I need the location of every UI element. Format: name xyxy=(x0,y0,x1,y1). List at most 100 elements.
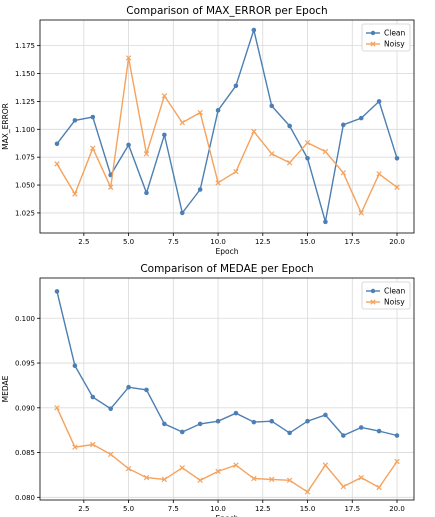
x-axis-label: Epoch xyxy=(216,247,239,256)
series-noisy xyxy=(54,55,400,216)
x-tick-label: 20.0 xyxy=(389,505,405,513)
series-line-noisy xyxy=(56,57,398,215)
data-point-clean xyxy=(305,155,310,161)
x-tick-label: 7.5 xyxy=(168,238,179,246)
data-point-clean xyxy=(358,425,364,430)
data-point-clean xyxy=(108,406,113,411)
legend-marker xyxy=(370,288,376,294)
x-tick-label: 10.0 xyxy=(210,238,226,246)
chart-title: Comparison of MEDAE per Epoch xyxy=(140,263,313,275)
data-point-clean xyxy=(251,27,257,33)
data-point-clean xyxy=(179,429,185,435)
series-clean xyxy=(54,289,400,438)
data-point-clean xyxy=(341,433,346,438)
legend-marker xyxy=(370,30,376,36)
x-tick-label: 15.0 xyxy=(300,505,316,513)
data-point-clean xyxy=(54,289,60,294)
data-point-clean xyxy=(376,428,382,434)
y-tick-label: 0.095 xyxy=(15,360,35,368)
y-tick-label: 1.025 xyxy=(15,209,35,217)
data-point-clean xyxy=(90,394,96,400)
x-tick-label: 20.0 xyxy=(389,238,405,246)
data-point-noisy xyxy=(54,161,60,167)
x-tick-label: 15.0 xyxy=(300,238,316,246)
data-point-clean xyxy=(126,142,131,148)
data-point-noisy xyxy=(125,465,132,472)
data-point-noisy xyxy=(304,489,311,495)
y-tick-label: 0.090 xyxy=(15,404,35,412)
data-point-noisy xyxy=(269,151,275,157)
data-point-noisy xyxy=(358,474,364,481)
y-tick-label: 1.100 xyxy=(15,126,35,134)
data-point-noisy xyxy=(251,128,257,135)
data-point-clean xyxy=(54,141,60,147)
data-point-clean xyxy=(233,83,239,89)
data-point-clean xyxy=(162,421,167,427)
legend-label: Noisy xyxy=(384,298,405,307)
data-point-clean xyxy=(251,419,257,425)
y-axis-label: MAX_ERROR xyxy=(1,103,10,150)
data-point-clean xyxy=(179,210,185,216)
y-tick-label: 1.075 xyxy=(15,154,35,162)
data-point-noisy xyxy=(72,444,78,450)
data-point-noisy xyxy=(161,476,168,483)
data-point-noisy xyxy=(143,474,150,481)
data-point-clean xyxy=(323,412,328,418)
data-point-clean xyxy=(90,114,96,120)
y-tick-label: 1.150 xyxy=(15,70,35,78)
data-point-noisy xyxy=(197,477,203,484)
data-point-clean xyxy=(215,418,221,424)
chart-title: Comparison of MAX_ERROR per Epoch xyxy=(126,5,327,17)
y-tick-label: 0.100 xyxy=(15,315,35,323)
data-point-noisy xyxy=(161,93,168,99)
max-error-chart: Comparison of MAX_ERROR per Epoch 2.5 5.0 7… xyxy=(1,5,415,256)
y-tick-label: 1.125 xyxy=(15,98,35,106)
y-tick-label: 0.080 xyxy=(15,494,35,502)
data-point-noisy xyxy=(340,170,347,176)
data-point-noisy xyxy=(54,405,60,411)
x-tick-label: 5.0 xyxy=(123,505,134,513)
data-point-noisy xyxy=(269,476,275,483)
data-point-noisy xyxy=(90,145,96,151)
legend-label: Clean xyxy=(384,287,406,296)
data-point-clean xyxy=(72,118,78,123)
data-point-noisy xyxy=(197,109,203,116)
grid xyxy=(40,278,414,500)
data-point-noisy xyxy=(90,441,96,448)
data-point-clean xyxy=(376,99,382,104)
series-line-clean xyxy=(56,291,398,437)
series-line-clean xyxy=(56,27,398,222)
x-tick-label: 2.5 xyxy=(78,238,89,246)
legend-label: Noisy xyxy=(384,40,405,49)
legend-marker xyxy=(370,299,376,305)
data-point-noisy xyxy=(233,168,239,175)
data-point-noisy xyxy=(376,484,382,491)
data-point-noisy xyxy=(376,171,382,177)
x-tick-label: 2.5 xyxy=(78,505,89,513)
data-point-clean xyxy=(305,418,310,424)
x-tick-label: 10.0 xyxy=(210,505,226,513)
data-point-clean xyxy=(287,430,292,436)
data-point-clean xyxy=(197,187,203,192)
data-point-noisy xyxy=(215,180,221,186)
data-point-noisy xyxy=(72,191,78,197)
data-point-noisy xyxy=(143,151,150,157)
data-point-clean xyxy=(287,123,292,129)
legend: Clean Noisy xyxy=(361,23,411,52)
x-axis-label: Epoch xyxy=(216,514,239,517)
data-point-noisy xyxy=(394,458,400,465)
series-clean xyxy=(54,27,400,225)
y-axis-label: MEDAE xyxy=(1,375,10,402)
x-tick-label: 17.5 xyxy=(344,505,360,513)
data-point-noisy xyxy=(233,462,239,468)
y-tick-label: 0.085 xyxy=(15,449,35,457)
data-point-clean xyxy=(394,155,400,161)
data-point-noisy xyxy=(286,477,293,484)
y-tick-label: 1.050 xyxy=(15,182,35,190)
data-point-noisy xyxy=(107,451,114,458)
medae-chart: Comparison of MEDAE per Epoch 2.5 5.0 7.5 10… xyxy=(1,263,415,517)
plot-frame xyxy=(39,19,415,234)
data-point-noisy xyxy=(322,148,329,155)
data-point-noisy xyxy=(322,462,329,468)
data-point-clean xyxy=(394,433,400,438)
